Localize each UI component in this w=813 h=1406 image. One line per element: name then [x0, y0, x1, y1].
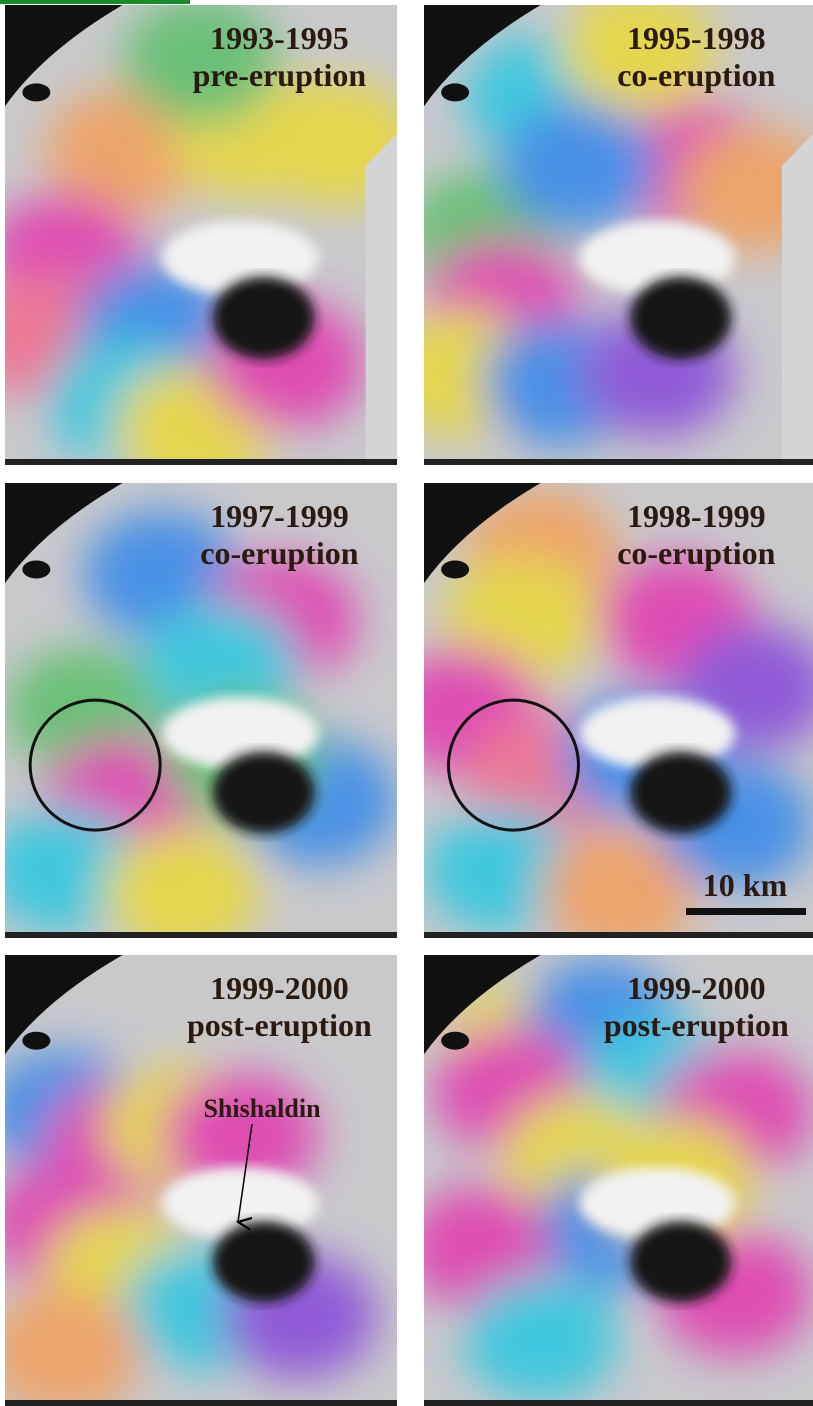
coast	[5, 5, 123, 107]
bottom-edge	[5, 932, 397, 938]
fringe	[501, 101, 658, 231]
panel	[424, 483, 813, 938]
summit-shadow	[630, 276, 732, 360]
fringe	[676, 124, 813, 254]
panel-period: 1995-1998	[627, 20, 766, 56]
panel	[5, 5, 397, 465]
island	[22, 83, 51, 102]
coast	[424, 955, 541, 1055]
summit-shadow	[630, 1221, 732, 1303]
fringe	[424, 806, 580, 934]
deformation-circle	[446, 698, 580, 832]
deformation-circle	[28, 698, 162, 832]
fringe	[44, 87, 201, 217]
fringe	[5, 1288, 143, 1406]
fringe	[462, 1275, 619, 1402]
fringe	[560, 5, 716, 116]
bottom-edge	[5, 1400, 397, 1406]
island	[441, 83, 470, 102]
bottom-edge	[424, 459, 813, 465]
summit-snow	[161, 221, 319, 295]
no-data	[781, 133, 813, 465]
summit-shadow	[212, 751, 315, 834]
bottom-edge	[424, 932, 813, 938]
island	[441, 560, 470, 579]
volcano-arrow	[238, 1123, 253, 1222]
scale-label: 10 km	[703, 867, 788, 903]
coast	[424, 5, 541, 107]
scale-bar	[686, 908, 806, 915]
panel-phase: post-eruption	[604, 1007, 789, 1043]
coast	[5, 483, 123, 584]
panel-period: 1997-1999	[210, 498, 349, 534]
panel	[5, 955, 397, 1406]
summit-shadow	[212, 1221, 315, 1303]
fringe	[103, 828, 260, 938]
summit-snow	[579, 696, 736, 770]
island	[22, 1031, 51, 1050]
panel-period: 1993-1995	[210, 20, 349, 56]
fringe	[122, 5, 280, 125]
island	[22, 560, 51, 579]
summit-snow	[579, 1166, 736, 1240]
phase-colors	[5, 5, 397, 465]
panel-period: 1999-2000	[627, 970, 766, 1006]
panel-period: 1999-2000	[210, 970, 349, 1006]
island	[441, 1031, 470, 1050]
bottom-edge	[5, 459, 397, 465]
panel-phase: co-eruption	[617, 535, 775, 571]
panel	[424, 5, 813, 465]
panel-phase: post-eruption	[187, 1007, 372, 1043]
fringe	[259, 78, 397, 208]
summit-snow	[161, 696, 319, 770]
coast	[5, 955, 123, 1055]
phase-colors	[424, 5, 813, 447]
panel-period: 1998-1999	[627, 498, 766, 534]
panel	[424, 955, 813, 1406]
coast	[424, 483, 541, 584]
summit-shadow	[630, 751, 732, 834]
panel	[5, 483, 397, 938]
bottom-edge	[424, 1400, 813, 1406]
volcano-label: Shishaldin	[203, 1094, 321, 1123]
fringe	[540, 828, 697, 938]
panel-phase: pre-eruption	[193, 57, 367, 93]
panel-phase: co-eruption	[200, 535, 358, 571]
top-strip	[0, 0, 190, 4]
panel-phase: co-eruption	[617, 57, 775, 93]
summit-shadow	[212, 276, 315, 360]
summit-snow	[579, 221, 736, 295]
fringe	[161, 1072, 319, 1199]
no-data	[365, 133, 397, 465]
